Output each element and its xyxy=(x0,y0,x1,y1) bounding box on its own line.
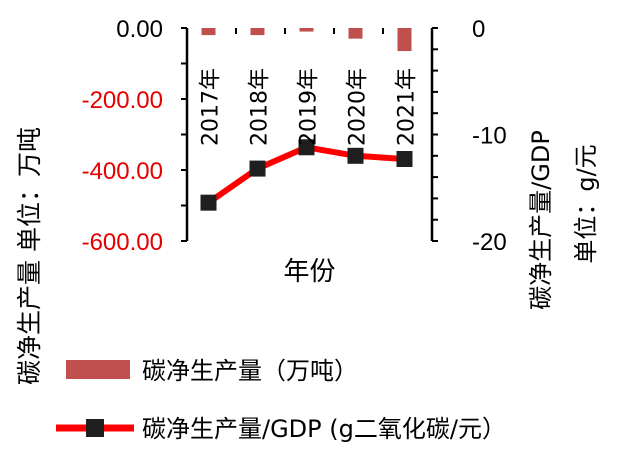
right-axis-title-line2: 单位：g/元 xyxy=(572,144,600,263)
line-marker-2 xyxy=(298,139,315,156)
left-tick-label: -600.00 xyxy=(82,229,163,256)
legend-bar-label: 碳净生产量（万吨） xyxy=(142,357,358,385)
bar-0 xyxy=(201,28,216,36)
legend-bar-swatch xyxy=(66,360,130,379)
legend-line-label: 碳净生产量/GDP (g二氧化碳/元） xyxy=(142,415,506,443)
x-axis-label: 年份 xyxy=(283,257,335,287)
line-marker-0 xyxy=(200,194,217,211)
bars-layer xyxy=(201,28,412,52)
left-axis-title: 碳净生产量 单位：万吨 xyxy=(15,127,44,385)
category-label: 2021年 xyxy=(395,68,420,146)
category-label-layer: 2017年 2018年 2019年 2020年 2021年 xyxy=(199,68,420,146)
left-tick-label: -400.00 xyxy=(82,158,163,185)
right-axis-title-line1: 碳净生产量/GDP xyxy=(527,130,555,310)
line-marker-4 xyxy=(396,150,413,167)
text-layer: 0.00 -200.00 -400.00 -600.00 0 -10 -20 年份 碳净生产量 … xyxy=(15,16,600,385)
line-layer xyxy=(200,139,413,211)
legend-line-marker xyxy=(86,419,104,437)
left-tick-label: 0.00 xyxy=(116,16,163,43)
right-tick-label: 0 xyxy=(472,16,485,43)
line-marker-3 xyxy=(347,147,364,164)
category-label: 2018年 xyxy=(248,68,273,146)
legend: 碳净生产量（万吨） 碳净生产量/GDP (g二氧化碳/元） xyxy=(56,357,506,443)
line-marker-1 xyxy=(249,160,266,177)
right-tick-label: -20 xyxy=(472,229,507,256)
bar-4 xyxy=(397,28,412,52)
right-tick-label: -10 xyxy=(472,123,507,150)
category-label: 2020年 xyxy=(346,68,371,146)
bar-1 xyxy=(250,28,265,36)
bar-3 xyxy=(348,28,363,39)
bar-2 xyxy=(299,28,314,32)
category-label: 2019年 xyxy=(297,68,322,146)
axes-layer xyxy=(181,27,438,242)
left-tick-label: -200.00 xyxy=(82,87,163,114)
line-series xyxy=(206,144,405,206)
category-label: 2017年 xyxy=(199,68,224,146)
